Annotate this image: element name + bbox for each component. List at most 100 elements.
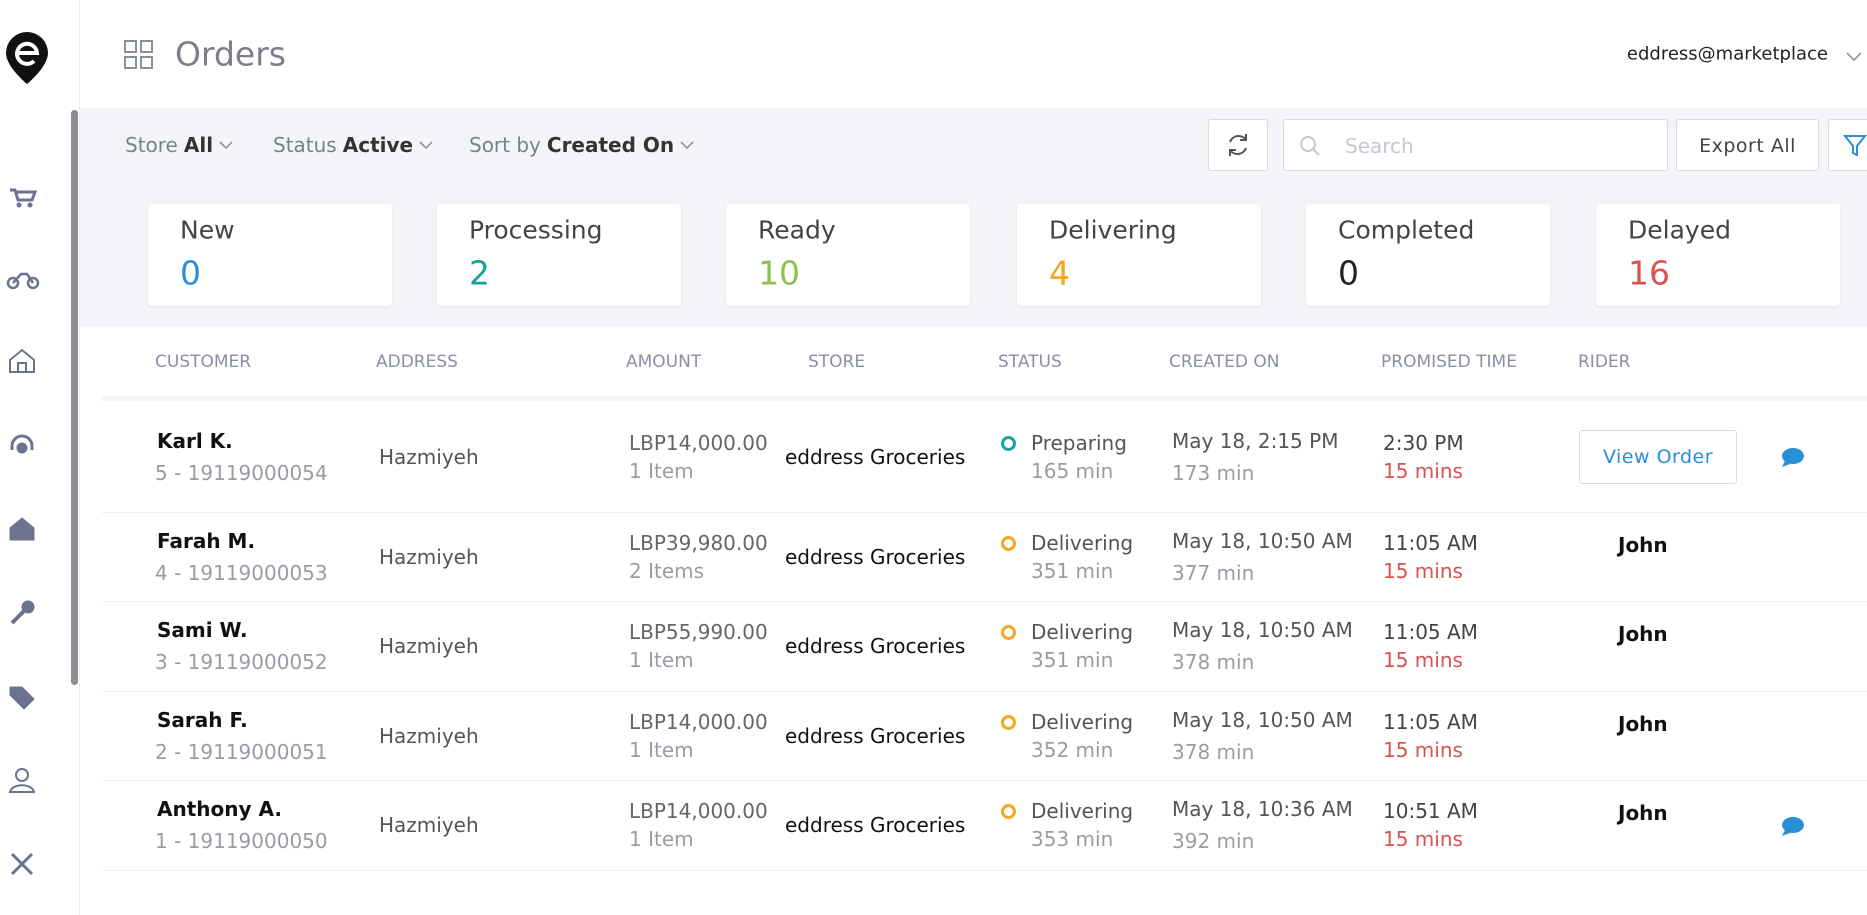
header-divider [102,396,1867,401]
store: eddress Groceries [785,813,966,837]
view-order-button[interactable] [1579,429,1737,484]
created-age: 378 min [1172,739,1255,764]
view-order-label[interactable]: View Order [1602,445,1714,468]
filter-icon [1843,135,1867,157]
summary-card[interactable] [1306,204,1550,306]
store-icon[interactable] [9,517,35,541]
created-age: 377 min [1172,560,1255,585]
status-dot [1001,625,1016,640]
chat-icon[interactable] [1780,815,1806,837]
expand-icon[interactable] [10,852,34,876]
settings-icon[interactable] [10,600,35,625]
rider: John [1618,532,1668,557]
column-header: PROMISED TIME [1381,352,1517,372]
status: Delivering [1031,620,1134,644]
created-on: May 18, 2:15 PM [1172,428,1339,453]
order-number: 1 - 19119000050 [155,829,328,853]
created-on: May 18, 10:50 AM [1172,707,1353,732]
row-divider [102,601,1867,602]
card-count: 2 [469,253,490,293]
filter-value: Created On [546,133,675,157]
filter[interactable]: Store All [125,133,233,157]
created-age: 173 min [1172,460,1255,485]
chevron [419,141,433,150]
amount: LBP14,000.00 [629,430,768,455]
card-label: New [180,215,235,245]
row-divider [102,870,1867,871]
item-count: 1 Item [629,458,694,483]
summary-card[interactable] [148,204,392,306]
status-dot [1001,535,1016,551]
refresh-button[interactable] [1208,119,1268,171]
status-dot [1001,435,1016,451]
summary-card[interactable] [437,204,681,306]
home-icon[interactable] [9,348,35,373]
row-divider [102,512,1867,513]
status-dot [1001,804,1016,819]
filter-value: Active [342,133,414,157]
grid-icon[interactable] [124,40,154,70]
promised-delay: 15 mins [1383,827,1463,851]
cart-icon[interactable] [10,188,38,208]
summary-card[interactable] [1596,204,1840,306]
card-count: 10 [758,253,800,293]
summary-card[interactable] [726,204,970,306]
created-on: May 18, 10:50 AM [1172,618,1353,642]
order-number: 4 - 19119000053 [155,560,328,585]
status: Preparing [1031,430,1127,455]
card-count: 0 [180,253,201,293]
filter-button[interactable] [1828,119,1867,171]
user-icon[interactable] [8,768,36,793]
support-icon[interactable] [10,434,34,454]
user-menu[interactable]: eddress@marketplace [1626,43,1828,65]
created-on: May 18, 10:50 AM [1172,528,1353,553]
filter-label: Status [273,133,337,157]
promised-time: 10:51 AM [1383,799,1478,823]
promised-time: 11:05 AM [1383,620,1478,644]
customer-name: Farah M. [157,528,256,553]
status-time: 351 min [1031,648,1114,672]
store: eddress Groceries [785,723,966,748]
chat-icon[interactable] [1780,446,1806,468]
status-dot [1001,714,1016,730]
status-time: 352 min [1031,737,1114,762]
store: eddress Groceries [785,544,966,569]
status-time: 351 min [1031,558,1114,583]
filter-label: Store [125,133,178,157]
search-placeholder: Search [1345,134,1414,158]
amount: LBP14,000.00 [629,799,768,823]
promised-delay: 15 mins [1383,558,1463,583]
refresh-icon [1229,134,1247,156]
export-button[interactable]: Export All [1676,119,1819,171]
address: Hazmiyeh [379,444,479,469]
rider: John [1618,622,1668,646]
filter[interactable]: Status Active [273,133,433,157]
address: Hazmiyeh [379,634,479,658]
logo[interactable] [4,30,50,86]
chevron [1846,52,1862,62]
rider-icon[interactable] [6,272,40,290]
column-header: AMOUNT [626,352,702,372]
scrollbar[interactable] [71,110,78,685]
status: Delivering [1031,530,1134,555]
status-time: 165 min [1031,458,1114,483]
promised-time: 2:30 PM [1383,430,1464,455]
order-number: 5 - 19119000054 [155,460,328,485]
order-number: 3 - 19119000052 [155,650,328,674]
customer-name: Sami W. [157,618,248,642]
filter[interactable]: Sort by Created On [469,133,694,157]
tag-icon[interactable] [9,686,35,710]
column-header: STORE [808,352,866,372]
filter-value: All [183,133,214,157]
rider: John [1618,801,1668,825]
summary-card[interactable] [1017,204,1261,306]
amount: LBP14,000.00 [629,709,768,734]
promised-delay: 15 mins [1383,648,1463,672]
chevron [219,141,233,150]
search-icon [1300,136,1320,156]
column-header: CUSTOMER [155,352,252,372]
customer-name: Karl K. [157,428,233,453]
search-box[interactable]: Search [1283,119,1668,171]
column-header: STATUS [998,352,1062,372]
